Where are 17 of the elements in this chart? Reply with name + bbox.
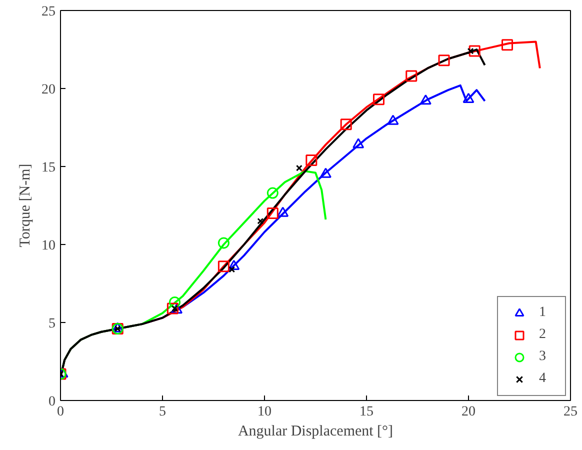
legend-label: 1	[539, 305, 547, 321]
x-tick-label: 5	[159, 404, 166, 420]
x-tick-label: 10	[258, 404, 272, 420]
x-tick-label: 25	[564, 404, 578, 420]
y-tick-label: 15	[42, 160, 56, 176]
y-axis-title: Torque [N-m]	[18, 164, 34, 248]
x-tick-label: 20	[462, 404, 476, 420]
y-tick-label: 0	[48, 394, 56, 410]
x-tick-label: 15	[360, 404, 374, 420]
y-tick-label: 5	[48, 316, 56, 332]
y-tick-label: 20	[42, 82, 56, 98]
y-tick-label: 10	[42, 238, 56, 254]
legend-label: 3	[539, 349, 547, 365]
y-tick-label: 25	[42, 4, 56, 20]
x-axis-title: Angular Displacement [°]	[238, 424, 394, 440]
legend-label: 4	[539, 371, 547, 387]
legend-label: 2	[539, 327, 547, 343]
